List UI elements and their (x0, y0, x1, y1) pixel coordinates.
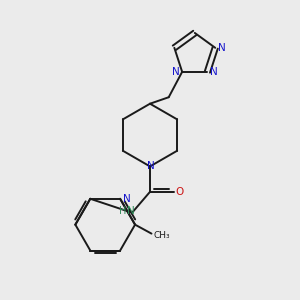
Text: N: N (218, 43, 226, 53)
Text: N: N (172, 67, 179, 77)
Text: N: N (210, 67, 218, 77)
Text: CH₃: CH₃ (154, 231, 170, 240)
Text: H: H (119, 206, 126, 216)
Text: N: N (123, 194, 130, 204)
Text: N: N (147, 161, 154, 171)
Text: O: O (176, 187, 184, 197)
Text: N: N (127, 206, 134, 216)
